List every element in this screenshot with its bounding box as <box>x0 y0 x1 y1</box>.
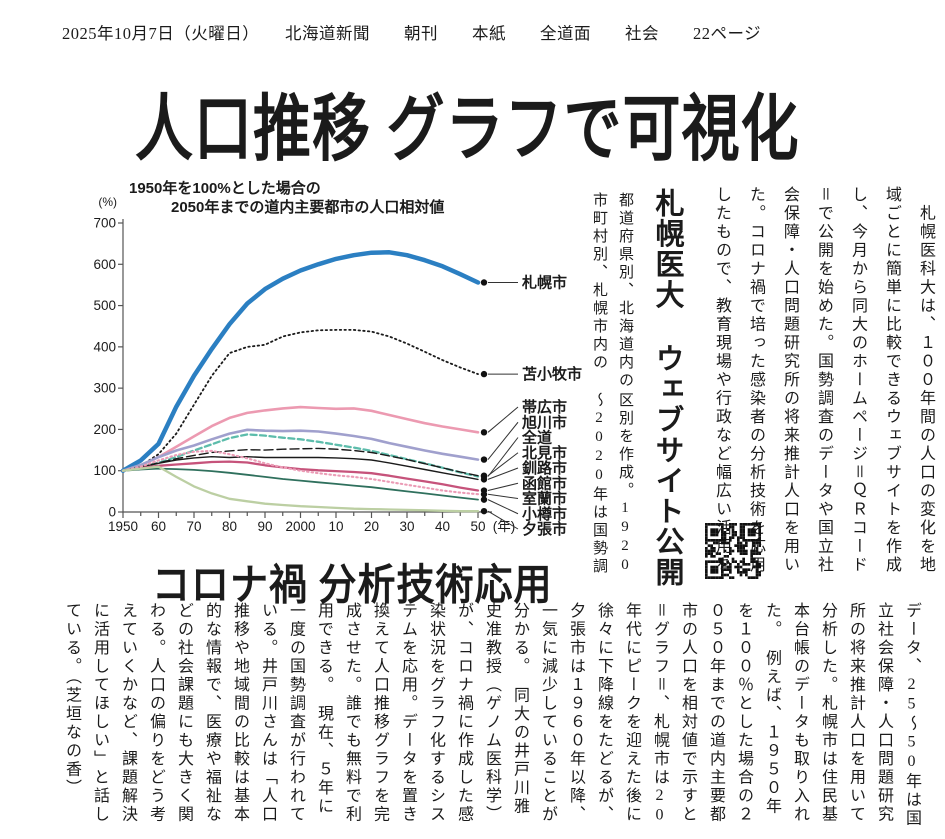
series-end-dot-2 <box>480 429 488 436</box>
label-leader-5 <box>487 452 519 477</box>
series-label-9: 小樽市 <box>522 505 567 523</box>
dateline: 2025年10月7日（火曜日） 北海道新聞 朝刊 本紙 全道面 社会 22ページ <box>62 24 762 43</box>
series-line-2 <box>121 405 480 473</box>
series-label-7: 函館市 <box>522 474 567 492</box>
chart-caption-line-1: 都道府県別、北海道内の市町村別、札幌市内の <box>591 192 633 390</box>
label-leader-9 <box>487 499 519 515</box>
series-end-dot-6 <box>480 476 488 483</box>
series-line-5 <box>122 447 479 477</box>
x-tick-label: 10 <box>328 519 343 534</box>
series-label-2: 帯広市 <box>522 398 567 416</box>
body-article-text: データ、25～50年は国立社会保障・人口問題研究所の将来推計人口を用いて分析した… <box>63 602 920 828</box>
series-line-0 <box>120 250 481 473</box>
label-leader-2 <box>487 406 519 433</box>
chart-title-1: 1950年を100%とした場合の <box>129 179 321 197</box>
series-line-6 <box>122 456 479 481</box>
y-tick-label: 300 <box>93 381 116 396</box>
series-end-dot-3 <box>480 456 488 463</box>
y-tick-label: 100 <box>93 463 116 478</box>
series-line-3 <box>121 428 480 473</box>
label-leader-8 <box>487 493 519 499</box>
x-tick-label: 90 <box>257 519 272 534</box>
series-label-3: 旭川市 <box>521 413 567 431</box>
lead-article-text: 札幌医科大は、１００年間の人口の変化を地域ごとに簡単に比較できるウェブサイトを作… <box>713 186 934 575</box>
x-tick-label: 60 <box>151 519 166 534</box>
x-tick-label: 1950 <box>108 519 138 534</box>
sub-headline: コロナ禍 分析技術応用 <box>152 562 553 610</box>
series-end-dot-8 <box>480 491 488 498</box>
x-tick-label: 30 <box>399 519 414 534</box>
series-line-9 <box>122 467 479 501</box>
x-tick-label: 40 <box>435 519 450 534</box>
x-tick-label: 2000 <box>285 519 315 534</box>
series-line-7 <box>121 460 480 492</box>
series-end-dot-0 <box>480 279 488 286</box>
series-line-8 <box>121 449 480 496</box>
label-leader-4 <box>487 437 519 477</box>
series-label-0: 札幌市 <box>521 273 567 291</box>
x-axis-unit: (年) <box>493 519 516 534</box>
x-tick-label: 50 <box>470 519 485 534</box>
chart-title-2: 2050年までの道内主要都市の人口相対値 <box>171 198 444 216</box>
y-tick-label: 200 <box>93 422 116 437</box>
label-leader-10 <box>487 510 519 530</box>
series-label-6: 釧路市 <box>522 459 567 477</box>
x-tick-label: 20 <box>364 519 379 534</box>
qr-code <box>705 523 761 579</box>
y-tick-label: 0 <box>108 505 116 520</box>
vertical-headline: 札幌医大 ウェブサイト公開 <box>651 188 683 588</box>
x-tick-label: 70 <box>186 519 201 534</box>
series-label-10: 夕張市 <box>522 520 567 538</box>
label-leader-7 <box>487 482 519 492</box>
y-tick-label: 500 <box>93 298 116 313</box>
main-headline: 人口推移 グラフで可視化 <box>135 88 800 170</box>
series-label-1: 苫小牧市 <box>522 365 582 383</box>
y-tick-label: 400 <box>93 339 116 354</box>
series-end-dot-9 <box>480 496 488 503</box>
series-label-4: 全道 <box>521 429 552 447</box>
series-line-10 <box>121 465 480 513</box>
chart-caption-line-2: 区別を作成。1920～2020年は国勢調査の <box>591 392 633 576</box>
label-leader-3 <box>487 421 519 460</box>
y-unit-label: (%) <box>98 195 117 209</box>
series-label-5: 北見市 <box>522 444 567 462</box>
x-tick-label: 80 <box>222 519 237 534</box>
y-tick-label: 700 <box>93 216 116 231</box>
label-leader-6 <box>487 467 519 480</box>
y-tick-label: 600 <box>93 257 116 272</box>
series-end-dot-1 <box>480 370 488 378</box>
series-end-dot-10 <box>480 507 488 515</box>
series-label-8: 室蘭市 <box>522 490 567 508</box>
